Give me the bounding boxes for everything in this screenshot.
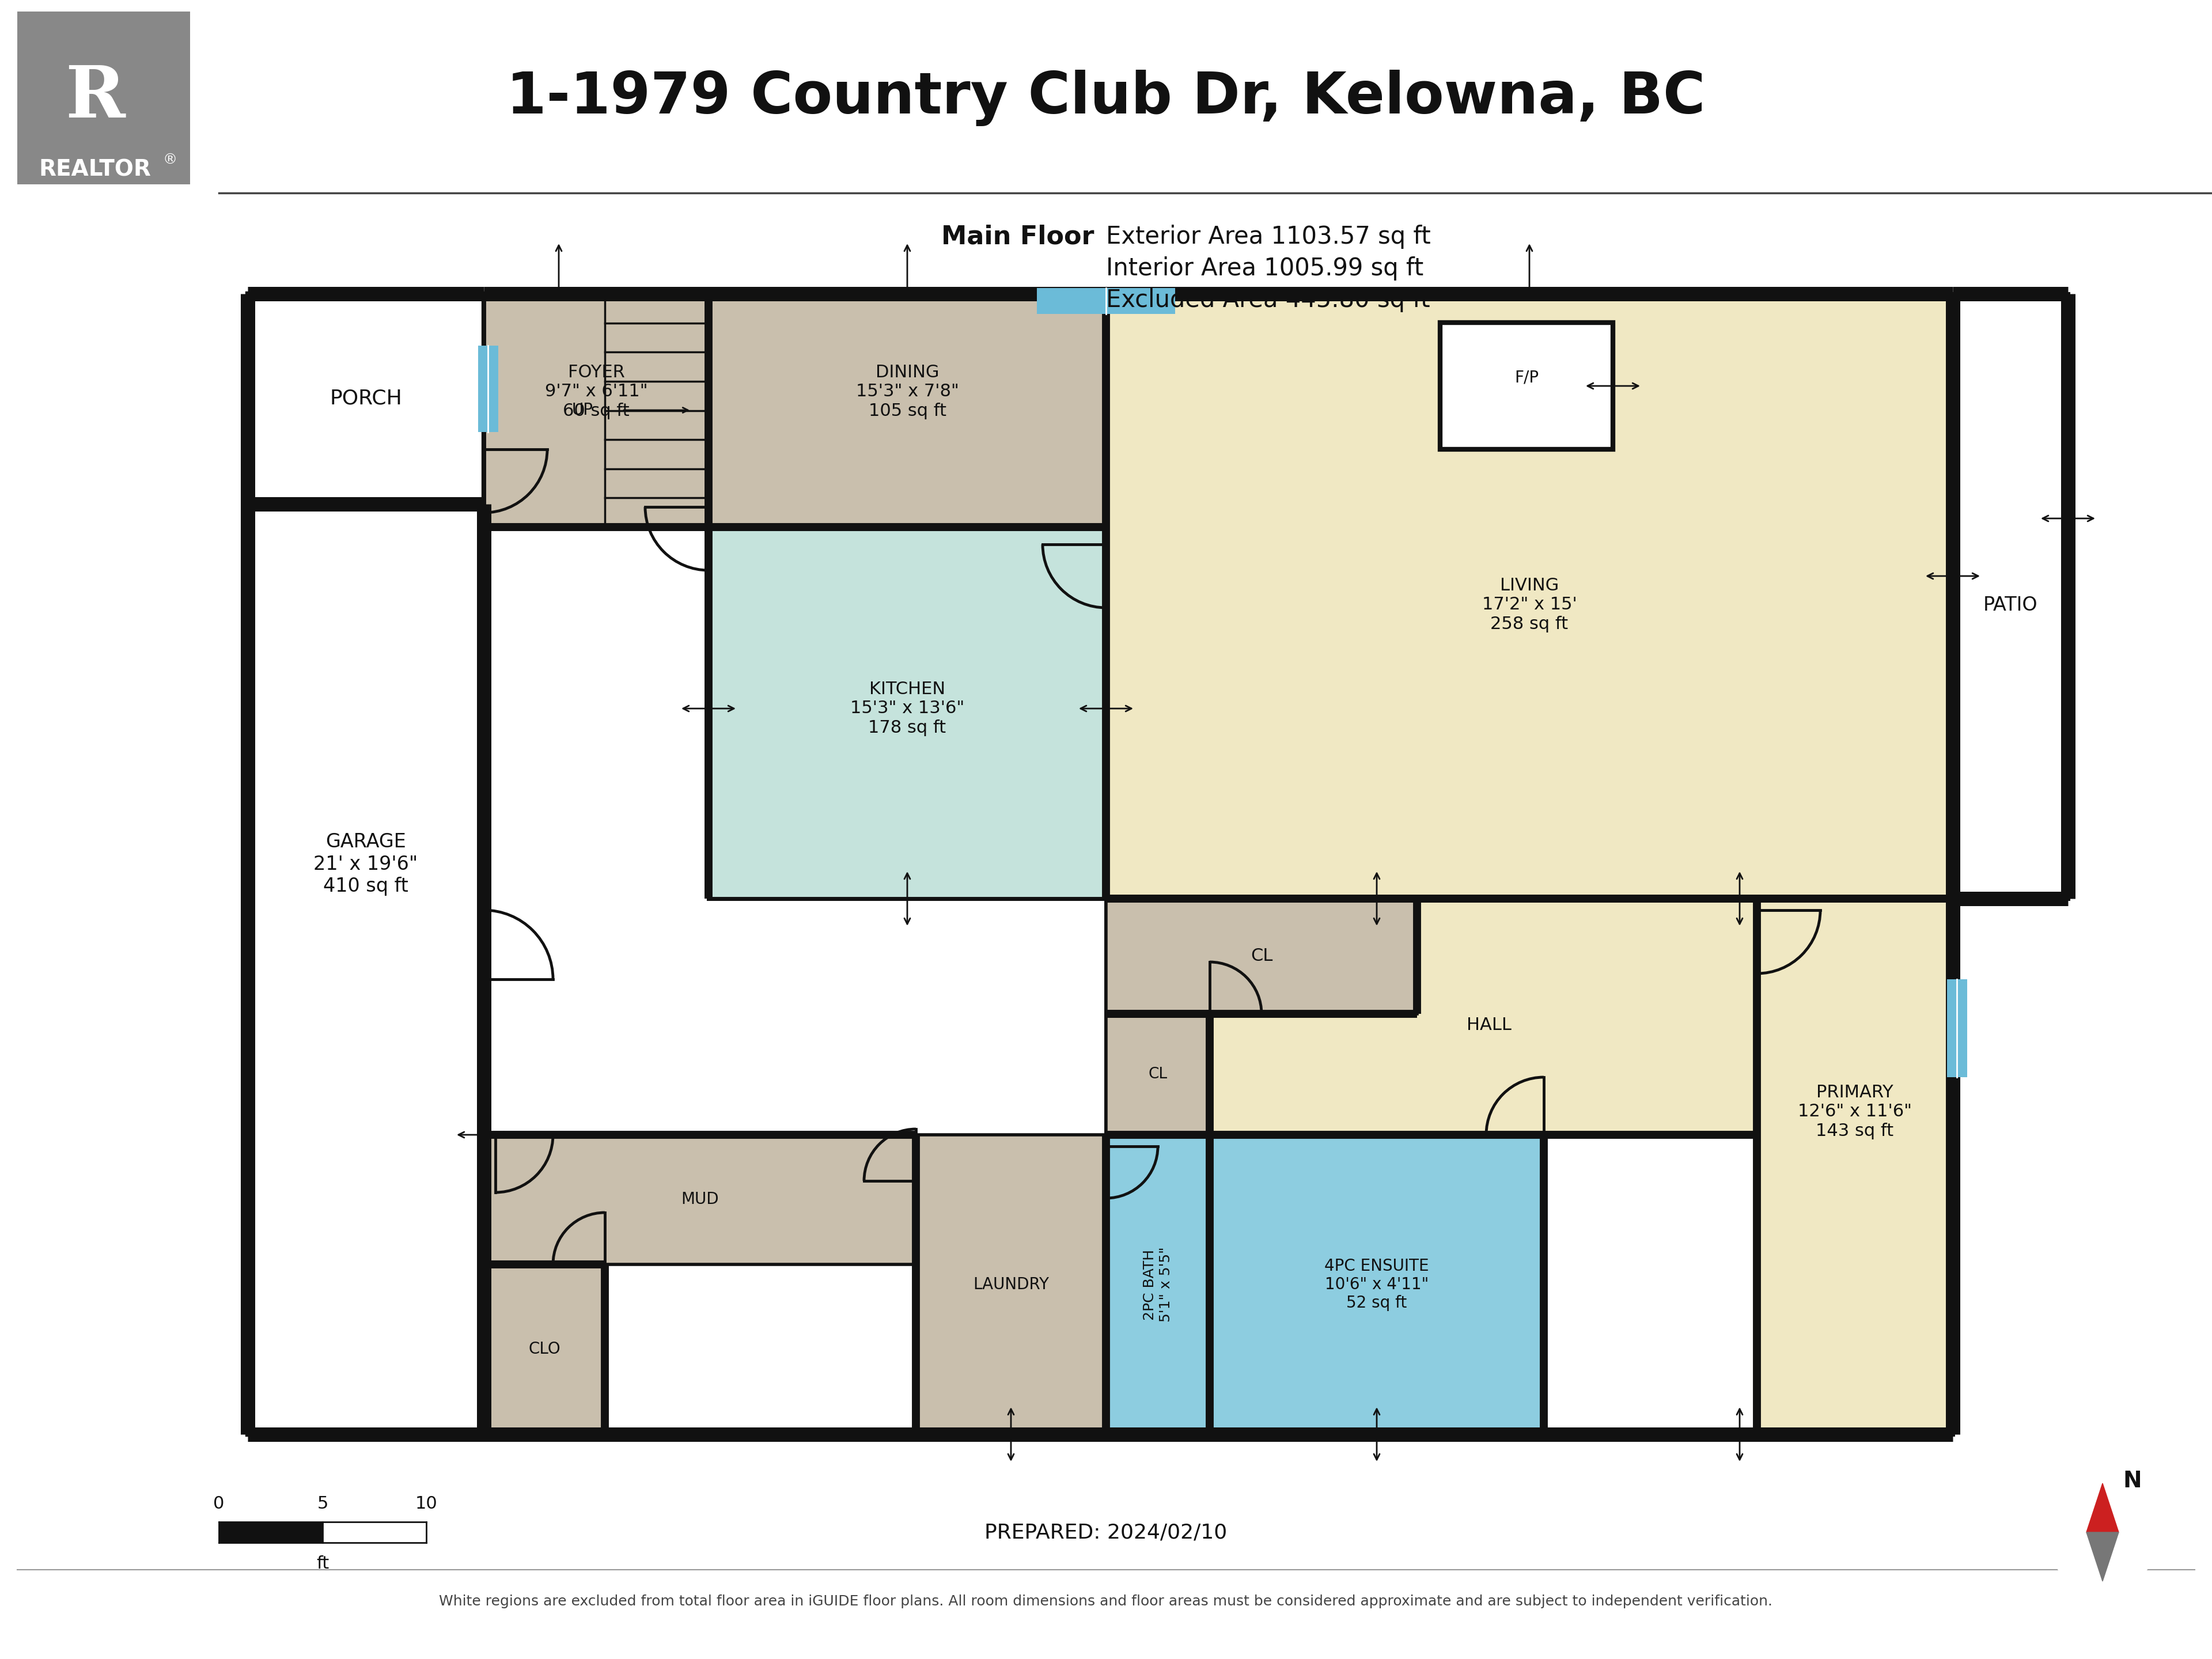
- Bar: [1106, 899, 1418, 1014]
- Text: R: R: [64, 63, 124, 133]
- Text: UP: UP: [573, 401, 593, 418]
- Text: ®: ®: [164, 153, 177, 168]
- Text: 4PC ENSUITE
10'6" x 4'11"
52 sq ft: 4PC ENSUITE 10'6" x 4'11" 52 sq ft: [1325, 1258, 1429, 1311]
- Circle shape: [2044, 1475, 2161, 1589]
- Text: PATIO: PATIO: [1984, 596, 2037, 614]
- Text: CL: CL: [1250, 947, 1272, 964]
- Text: Excluded Area 445.80 sq ft: Excluded Area 445.80 sq ft: [1106, 289, 1431, 312]
- Bar: [708, 294, 1106, 528]
- Text: KITCHEN
15'3" x 13'6"
178 sq ft: KITCHEN 15'3" x 13'6" 178 sq ft: [849, 680, 964, 737]
- Text: LIVING
17'2" x 15'
258 sq ft: LIVING 17'2" x 15' 258 sq ft: [1482, 577, 1577, 632]
- Text: DINING
15'3" x 7'8"
105 sq ft: DINING 15'3" x 7'8" 105 sq ft: [856, 363, 958, 420]
- Text: PREPARED: 2024/02/10: PREPARED: 2024/02/10: [984, 1523, 1228, 1543]
- Bar: [1106, 899, 1756, 1135]
- Text: HALL: HALL: [1467, 1017, 1511, 1034]
- Text: 1-1979 Country Club Dr, Kelowna, BC: 1-1979 Country Club Dr, Kelowna, BC: [507, 70, 1705, 126]
- Bar: [18, 12, 190, 184]
- Text: FOYER
9'7" x 6'11"
60 sq ft: FOYER 9'7" x 6'11" 60 sq ft: [544, 363, 648, 420]
- Bar: [1440, 322, 1613, 450]
- Bar: [248, 294, 484, 504]
- Text: Exterior Area 1103.57 sq ft: Exterior Area 1103.57 sq ft: [1106, 224, 1431, 249]
- Bar: [478, 345, 498, 431]
- Bar: [1953, 294, 2068, 899]
- Text: REALTOR: REALTOR: [40, 159, 150, 181]
- Text: Main Floor: Main Floor: [942, 224, 1095, 249]
- Text: CL: CL: [1148, 1067, 1168, 1082]
- Bar: [1210, 1135, 1544, 1435]
- Text: MUD: MUD: [681, 1191, 719, 1208]
- Text: 2PC BATH
5'1" x 5'5": 2PC BATH 5'1" x 5'5": [1144, 1248, 1172, 1322]
- Text: Interior Area 1005.99 sq ft: Interior Area 1005.99 sq ft: [1106, 257, 1425, 280]
- Text: PORCH: PORCH: [330, 388, 403, 408]
- Text: 5: 5: [316, 1495, 327, 1511]
- Text: 0: 0: [212, 1495, 223, 1511]
- Bar: [484, 1264, 604, 1435]
- Text: CLO: CLO: [529, 1340, 560, 1357]
- Bar: [484, 1135, 916, 1264]
- Bar: [1947, 979, 1966, 1077]
- Bar: [1106, 294, 1953, 899]
- Bar: [916, 1135, 1106, 1435]
- Polygon shape: [2086, 1483, 2119, 1533]
- Text: LAUNDRY: LAUNDRY: [973, 1276, 1048, 1292]
- Text: PRIMARY
12'6" x 11'6"
143 sq ft: PRIMARY 12'6" x 11'6" 143 sq ft: [1798, 1083, 1911, 1140]
- Text: GARAGE
21' x 19'6"
410 sq ft: GARAGE 21' x 19'6" 410 sq ft: [314, 833, 418, 896]
- Polygon shape: [2086, 1533, 2119, 1581]
- Bar: [1106, 1135, 1210, 1435]
- Text: ft: ft: [316, 1556, 330, 1573]
- Bar: [248, 504, 484, 1435]
- Text: 10: 10: [416, 1495, 438, 1511]
- Bar: [708, 528, 1106, 899]
- Bar: [1037, 289, 1175, 314]
- Bar: [484, 294, 708, 528]
- Bar: [1106, 1014, 1210, 1135]
- Text: White regions are excluded from total floor area in iGUIDE floor plans. All room: White regions are excluded from total fl…: [440, 1594, 1772, 1608]
- Text: F/P: F/P: [1515, 370, 1540, 385]
- Bar: [1756, 899, 1953, 1435]
- Text: N: N: [2124, 1470, 2141, 1491]
